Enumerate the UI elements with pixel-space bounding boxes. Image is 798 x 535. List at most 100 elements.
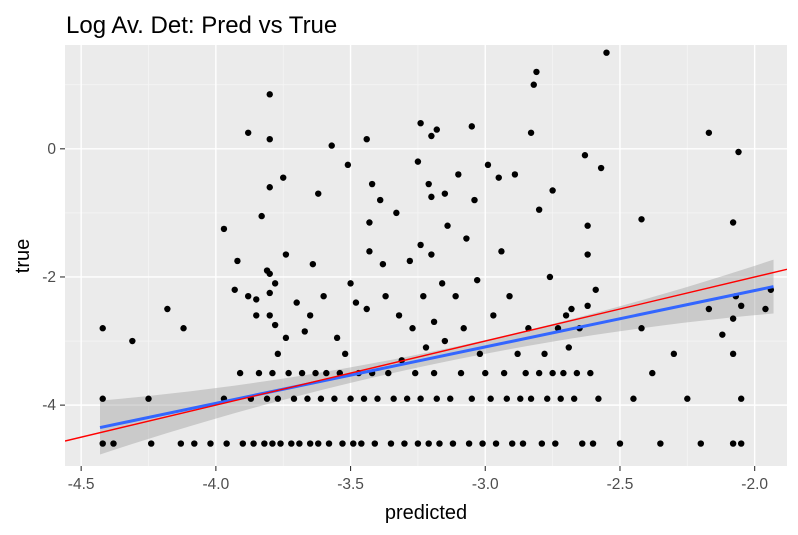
data-point — [597, 164, 605, 172]
data-point — [277, 440, 284, 447]
data-point — [253, 312, 260, 319]
data-point — [417, 119, 424, 127]
data-point — [479, 440, 486, 447]
data-point — [460, 325, 467, 332]
data-point — [395, 312, 403, 319]
x-axis-label: predicted — [385, 502, 467, 524]
data-point — [495, 174, 502, 181]
data-point — [261, 440, 268, 447]
data-point — [428, 251, 435, 258]
data-point — [269, 369, 276, 377]
x-tick-label: -3.0 — [472, 476, 499, 493]
data-point — [719, 331, 726, 338]
data-point — [164, 305, 171, 313]
data-point — [738, 395, 745, 402]
data-point — [463, 235, 470, 242]
data-point — [266, 312, 273, 319]
data-point — [684, 395, 691, 402]
data-point — [350, 440, 357, 447]
data-point — [697, 440, 704, 447]
data-point — [347, 395, 354, 402]
data-point — [738, 440, 745, 447]
data-point — [266, 289, 273, 297]
data-point — [441, 337, 449, 345]
data-point — [705, 305, 713, 313]
data-point — [584, 302, 591, 310]
data-point — [670, 350, 678, 358]
data-point — [425, 440, 432, 447]
data-point — [412, 369, 419, 377]
data-point — [363, 135, 370, 143]
x-tick-label: -2.0 — [741, 476, 768, 493]
data-point — [522, 369, 529, 377]
data-point — [552, 440, 559, 447]
data-point — [266, 270, 273, 277]
data-point — [290, 395, 298, 402]
data-point — [657, 440, 664, 447]
data-point — [535, 369, 543, 377]
data-point — [705, 129, 713, 136]
data-point — [255, 369, 263, 377]
data-point — [579, 440, 586, 447]
data-point — [487, 395, 494, 402]
data-point — [312, 369, 319, 377]
identity-line — [65, 268, 787, 442]
data-point — [374, 395, 381, 402]
data-point — [729, 315, 737, 322]
data-point — [301, 328, 308, 335]
data-point — [527, 129, 535, 136]
data-point — [236, 369, 244, 377]
data-point — [616, 440, 624, 447]
data-point — [468, 123, 475, 130]
data-point — [352, 299, 360, 306]
data-point — [99, 395, 106, 402]
data-point — [428, 132, 435, 140]
data-point — [430, 318, 438, 326]
data-point — [729, 440, 737, 447]
data-point — [568, 305, 575, 313]
data-point — [530, 81, 537, 88]
data-point — [333, 334, 341, 342]
data-point — [484, 161, 492, 169]
data-point — [360, 395, 368, 402]
fit-lines — [65, 268, 787, 442]
data-point — [433, 395, 440, 402]
data-point — [366, 248, 373, 255]
data-point — [306, 312, 314, 319]
data-points — [99, 49, 775, 447]
data-point — [282, 334, 290, 342]
data-point — [293, 299, 300, 306]
data-point — [271, 280, 279, 287]
data-point — [148, 440, 155, 447]
data-point — [417, 241, 424, 249]
y-axis-ticks: -4 -2 0 — [42, 141, 65, 414]
x-tick-label: -4.0 — [203, 476, 230, 493]
data-point — [274, 350, 282, 358]
data-point — [368, 180, 376, 188]
data-point — [498, 248, 505, 255]
data-point — [587, 369, 594, 377]
y-tick-label: -4 — [42, 397, 56, 414]
data-point — [603, 49, 610, 56]
data-point — [473, 276, 481, 284]
data-point — [482, 369, 489, 377]
data-point — [223, 440, 230, 447]
data-point — [441, 190, 449, 197]
data-point — [325, 440, 333, 447]
data-point — [393, 209, 400, 217]
data-point — [533, 68, 540, 76]
data-point — [129, 337, 136, 345]
data-point — [500, 369, 508, 377]
data-point — [99, 325, 106, 332]
data-point — [476, 350, 484, 358]
data-point — [471, 196, 478, 204]
data-point — [328, 142, 335, 149]
chart-title: Log Av. Det: Pred vs True — [66, 12, 337, 39]
data-point — [589, 440, 597, 447]
data-point — [546, 273, 554, 281]
data-point — [379, 260, 387, 268]
data-point — [584, 251, 591, 258]
data-point — [595, 395, 602, 402]
data-point — [309, 260, 317, 268]
data-point — [344, 161, 352, 169]
